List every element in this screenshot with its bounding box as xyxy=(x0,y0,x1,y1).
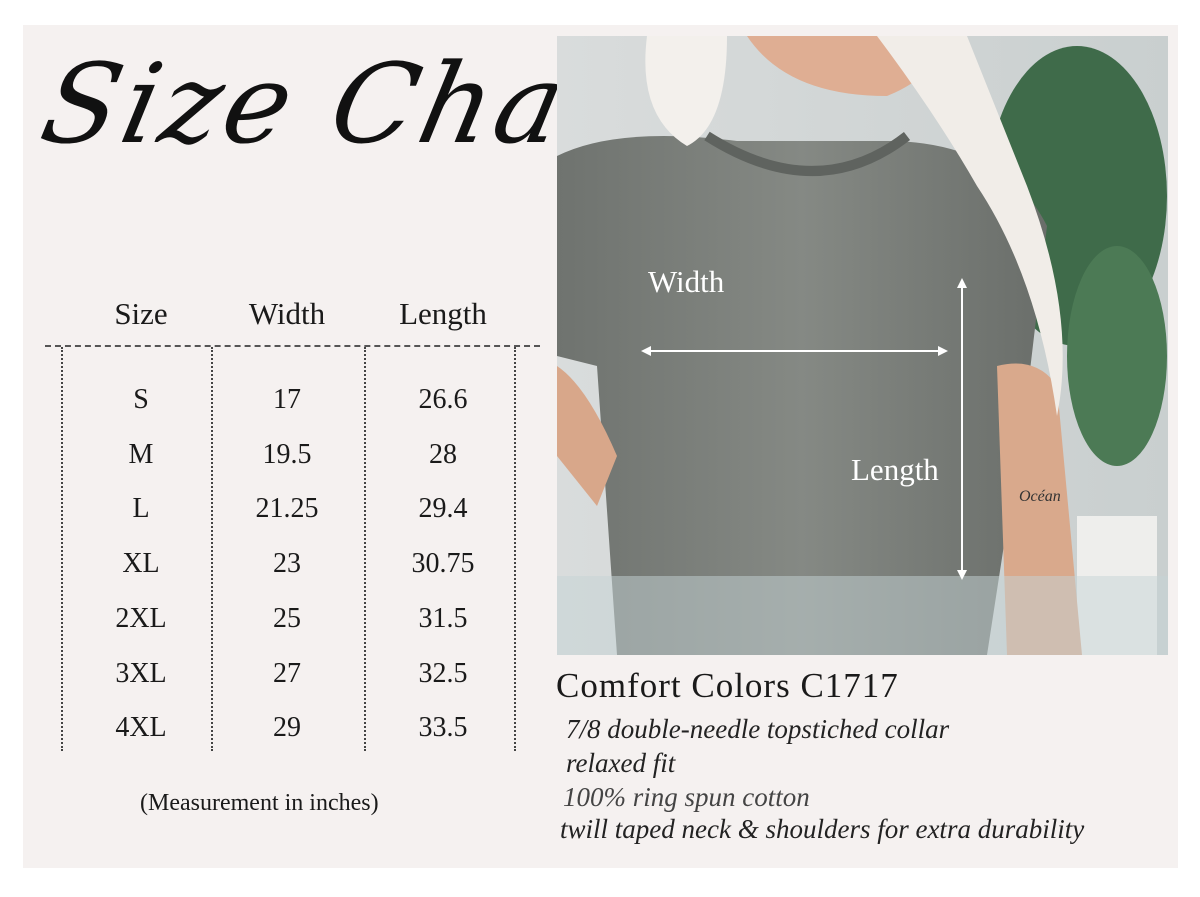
length-cell: 28 xyxy=(429,438,457,470)
length-cell: 29.4 xyxy=(418,493,468,525)
width-cell: 19.5 xyxy=(262,438,312,470)
header-length: Length xyxy=(399,296,487,331)
size-cell: L xyxy=(132,493,150,525)
width-cell: 23 xyxy=(273,548,301,580)
length-cell: 26.6 xyxy=(418,384,468,415)
length-cell: 31.5 xyxy=(418,602,468,634)
length-cell: 32.5 xyxy=(418,657,468,689)
width-cell: 17 xyxy=(273,384,301,415)
size-cell: 3XL xyxy=(115,657,167,689)
feature-item: 7/8 double-needle topstiched collar xyxy=(566,714,950,744)
width-cell: 25 xyxy=(273,602,301,634)
width-cell: 27 xyxy=(273,657,301,689)
length-label: Length xyxy=(851,452,939,487)
length-cell: 30.75 xyxy=(411,548,475,580)
column-divider xyxy=(61,347,63,751)
measurement-note: (Measurement in inches) xyxy=(140,790,379,816)
length-cell: 33.5 xyxy=(418,712,468,744)
model-photo: Width Length Océan xyxy=(557,36,1168,655)
tattoo-text: Océan xyxy=(1019,488,1061,505)
size-cell: 2XL xyxy=(115,602,167,634)
feature-item: twill taped neck & shoulders for extra d… xyxy=(560,814,1085,844)
size-cell: XL xyxy=(122,548,160,580)
size-cell: S xyxy=(133,384,149,415)
column-divider xyxy=(364,347,366,751)
column-divider xyxy=(211,347,213,751)
feature-item: relaxed fit xyxy=(566,748,676,778)
product-name: Comfort Colors C1717 xyxy=(556,666,899,705)
size-cell: 4XL xyxy=(115,712,167,744)
column-divider xyxy=(514,347,516,751)
width-label: Width xyxy=(648,264,725,299)
header-width: Width xyxy=(248,296,326,331)
width-cell: 21.25 xyxy=(255,493,319,525)
width-cell: 29 xyxy=(273,712,301,744)
size-cell: M xyxy=(128,438,154,470)
header-size: Size xyxy=(114,296,168,331)
feature-item: 100% ring spun cotton xyxy=(563,782,810,812)
header-divider xyxy=(45,345,540,347)
